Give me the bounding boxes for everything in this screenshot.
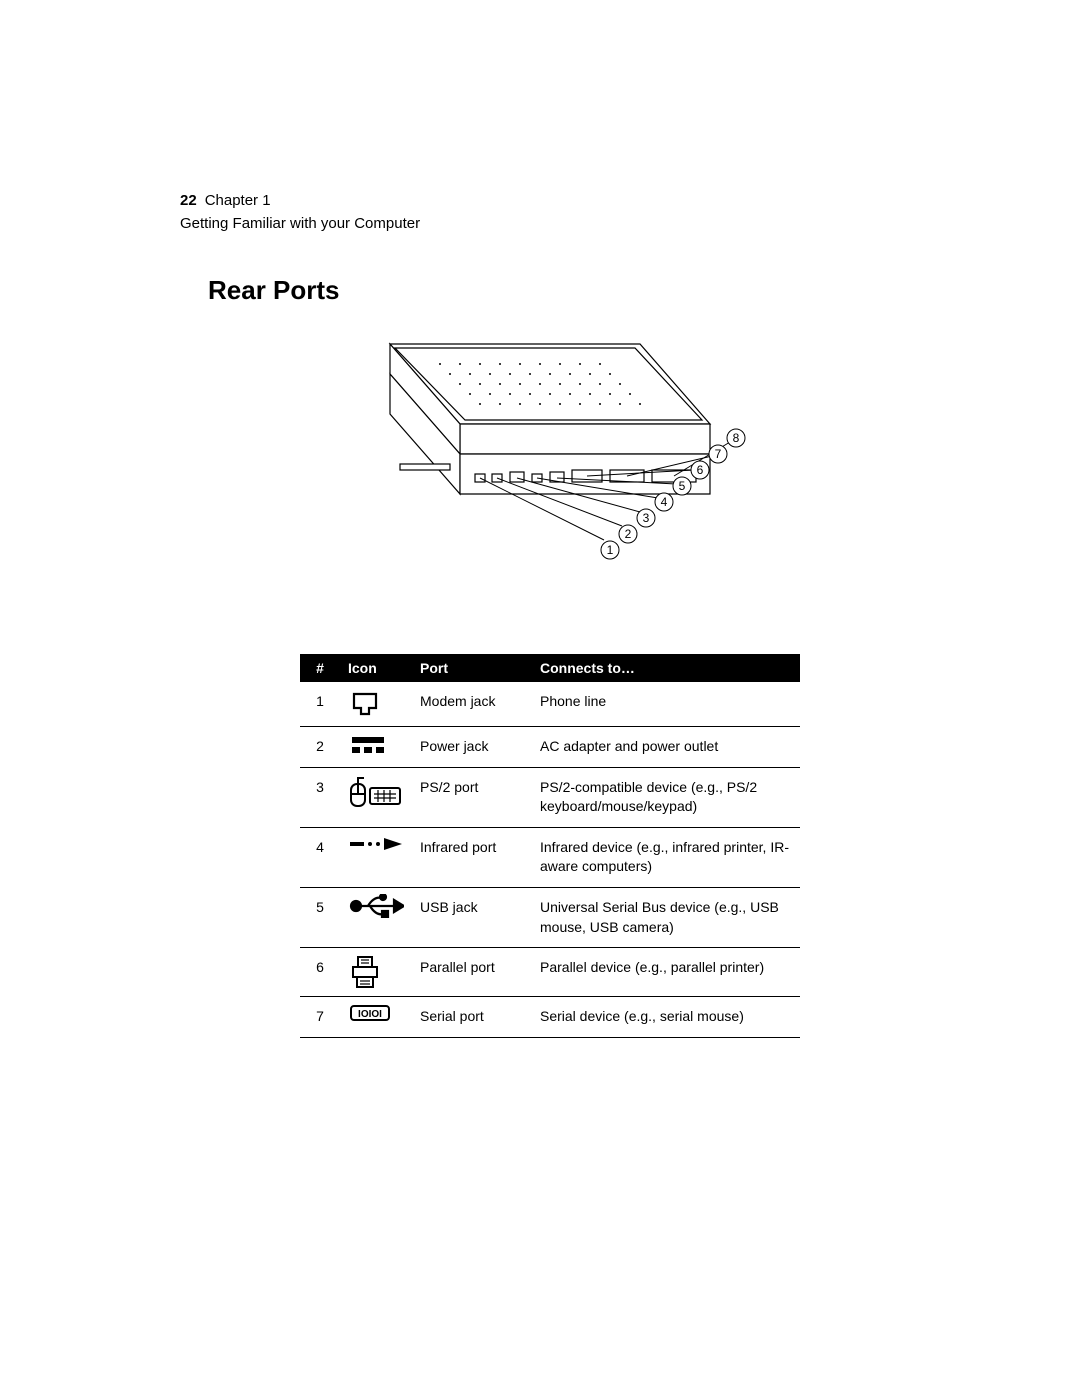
callout-5: 5 — [679, 479, 686, 493]
table-row: 2 Power jack AC adapter and power outlet — [300, 727, 800, 768]
power-icon — [340, 727, 412, 768]
table-row: 1 Modem jack Phone line — [300, 682, 800, 727]
serial-icon: IOIOI — [340, 997, 412, 1038]
modem-icon — [340, 682, 412, 727]
ps2-icon — [340, 767, 412, 827]
col-port: Port — [412, 654, 532, 682]
row-port: USB jack — [412, 887, 532, 947]
parallel-icon — [340, 948, 412, 997]
row-port: Modem jack — [412, 682, 532, 727]
callout-3: 3 — [643, 511, 650, 525]
row-port: Infrared port — [412, 827, 532, 887]
table-row: 6 Parallel port — [300, 948, 800, 997]
page-header: 22 Chapter 1 Getting Familiar with your C… — [180, 190, 900, 235]
infrared-icon — [340, 827, 412, 887]
col-icon: Icon — [340, 654, 412, 682]
callout-2: 2 — [625, 527, 632, 541]
svg-text:IOIOI: IOIOI — [358, 1009, 382, 1020]
callout-4: 4 — [661, 495, 668, 509]
page-number: 22 — [180, 192, 197, 209]
row-connects: Universal Serial Bus device (e.g., USB m… — [532, 887, 800, 947]
table-row: 7 IOIOI Serial port Serial device (e.g.,… — [300, 997, 800, 1038]
row-number: 1 — [300, 682, 340, 727]
row-number: 3 — [300, 767, 340, 827]
rear-ports-diagram: 8 7 6 5 4 3 2 1 — [320, 334, 760, 594]
row-connects: Infrared device (e.g., infrared printer,… — [532, 827, 800, 887]
callout-6: 6 — [697, 463, 704, 477]
row-port: PS/2 port — [412, 767, 532, 827]
section-title: Rear Ports — [208, 275, 900, 306]
row-port: Serial port — [412, 997, 532, 1038]
row-connects: Phone line — [532, 682, 800, 727]
callout-1: 1 — [607, 543, 614, 557]
callout-8: 8 — [733, 431, 740, 445]
col-number: # — [300, 654, 340, 682]
table-row: 4 Infrared port Infrared device (e.g., i… — [300, 827, 800, 887]
callout-7: 7 — [715, 447, 722, 461]
row-connects: Parallel device (e.g., parallel printer) — [532, 948, 800, 997]
row-connects: PS/2-compatible device (e.g., PS/2 keybo… — [532, 767, 800, 827]
row-number: 2 — [300, 727, 340, 768]
ports-table: # Icon Port Connects to… 1 Modem jack Ph — [300, 654, 800, 1038]
table-row: 5 USB jack Un — [300, 887, 800, 947]
row-number: 5 — [300, 887, 340, 947]
row-number: 6 — [300, 948, 340, 997]
chapter-label: Chapter 1 — [205, 192, 271, 209]
row-port: Power jack — [412, 727, 532, 768]
row-number: 7 — [300, 997, 340, 1038]
row-port: Parallel port — [412, 948, 532, 997]
row-connects: AC adapter and power outlet — [532, 727, 800, 768]
row-connects: Serial device (e.g., serial mouse) — [532, 997, 800, 1038]
usb-icon — [340, 887, 412, 947]
table-row: 3 — [300, 767, 800, 827]
col-connects: Connects to… — [532, 654, 800, 682]
table-header-row: # Icon Port Connects to… — [300, 654, 800, 682]
chapter-subtitle: Getting Familiar with your Computer — [180, 215, 420, 232]
row-number: 4 — [300, 827, 340, 887]
laptop-diagram-icon: 8 7 6 5 4 3 2 1 — [320, 334, 760, 594]
